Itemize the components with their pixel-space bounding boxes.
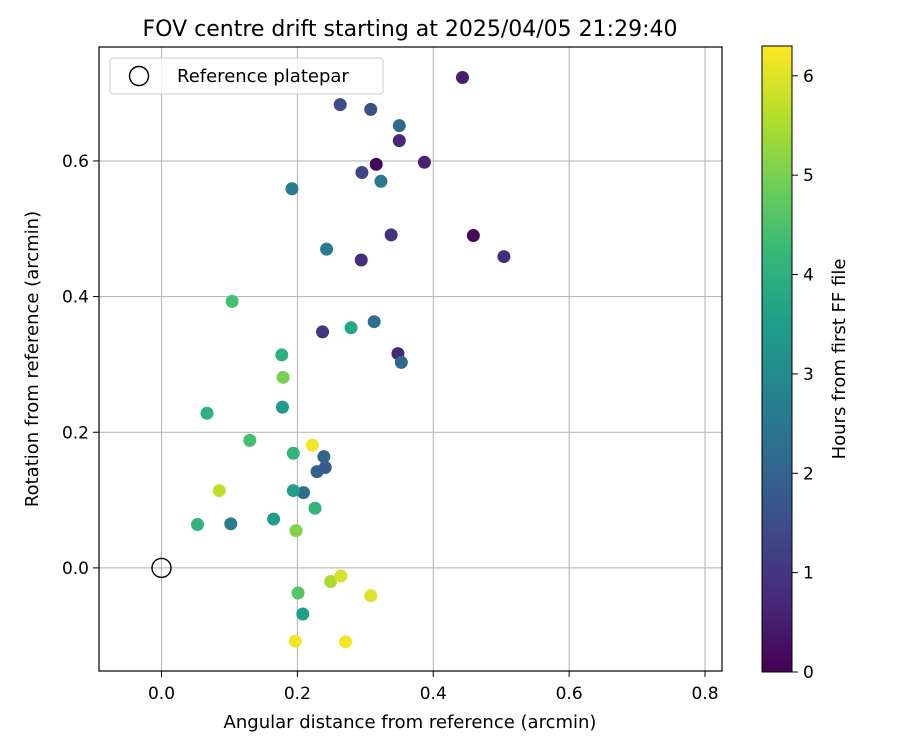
data-point — [369, 157, 383, 171]
data-point — [497, 250, 511, 264]
data-point — [339, 635, 353, 649]
colorbar-tick-label: 4 — [803, 266, 814, 286]
data-point — [286, 446, 300, 460]
data-point — [455, 71, 469, 85]
colorbar-tick-label: 5 — [803, 166, 814, 186]
data-point — [285, 182, 299, 196]
colorbar-tick-label: 6 — [803, 67, 814, 87]
y-axis-ticks: 0.0 0.2 0.4 0.6 — [62, 152, 99, 579]
data-point — [334, 569, 348, 583]
legend-box — [109, 57, 384, 95]
x-tick-label: 0.0 — [148, 684, 175, 704]
x-tick-label: 0.4 — [420, 684, 447, 704]
x-axis-label: Angular distance from reference (arcmin) — [224, 712, 597, 733]
data-point — [191, 517, 205, 531]
colorbar-tick-label: 3 — [803, 365, 814, 385]
y-axis-label: Rotation from reference (arcmin) — [22, 211, 43, 507]
colorbar-tick-label: 1 — [803, 564, 814, 584]
y-tick-label: 0.0 — [62, 559, 89, 579]
data-point — [225, 294, 239, 308]
data-point — [200, 406, 214, 420]
data-point — [354, 253, 368, 267]
chart-title: FOV centre drift starting at 2025/04/05 … — [143, 17, 678, 42]
data-point — [466, 229, 480, 243]
plot-frame — [98, 46, 723, 672]
data-point — [291, 586, 305, 600]
colorbar-tick-label: 0 — [803, 663, 814, 683]
data-point — [275, 348, 289, 362]
data-point — [296, 607, 310, 621]
y-tick-label: 0.4 — [62, 288, 89, 308]
data-point — [320, 242, 334, 256]
colorbar-label: Hours from first FF file — [829, 259, 850, 460]
legend: Reference platepar — [109, 57, 384, 95]
data-point — [288, 634, 302, 648]
data-point — [310, 465, 324, 479]
x-tick-label: 0.8 — [691, 684, 718, 704]
data-point — [344, 321, 358, 335]
data-point — [286, 484, 300, 498]
x-tick-label: 0.6 — [556, 684, 583, 704]
data-point — [316, 325, 330, 339]
data-point — [394, 355, 408, 369]
x-axis-ticks: 0.0 0.2 0.4 0.6 0.8 — [148, 671, 719, 704]
data-point — [355, 165, 369, 179]
data-point — [308, 501, 322, 515]
y-tick-label: 0.2 — [62, 423, 89, 443]
data-point — [392, 134, 406, 148]
data-point — [317, 450, 331, 464]
data-point — [276, 370, 290, 384]
legend-label: Reference platepar — [177, 66, 349, 87]
data-point — [367, 315, 381, 329]
colorbar-tick-label: 2 — [803, 464, 814, 484]
data-point — [289, 524, 303, 538]
colorbar-ticks: 0 1 2 3 4 5 6 — [792, 67, 814, 683]
data-point — [243, 433, 257, 447]
data-point — [364, 102, 378, 116]
data-point — [267, 512, 281, 526]
data-point — [212, 484, 226, 498]
data-point — [224, 517, 238, 531]
colorbar — [761, 45, 793, 673]
data-point — [324, 574, 338, 588]
legend-marker — [128, 65, 150, 87]
data-point — [364, 589, 378, 603]
data-point — [384, 228, 398, 242]
x-tick-label: 0.2 — [284, 684, 311, 704]
data-point — [275, 400, 289, 414]
scatter-points — [191, 71, 511, 649]
data-point — [374, 174, 388, 188]
data-point — [417, 155, 431, 169]
grid — [99, 47, 722, 671]
data-point — [333, 98, 347, 112]
data-point — [296, 486, 310, 500]
data-point — [305, 438, 319, 452]
reference-platepar-marker — [151, 557, 172, 579]
y-tick-label: 0.6 — [62, 152, 89, 172]
data-point — [392, 119, 406, 133]
